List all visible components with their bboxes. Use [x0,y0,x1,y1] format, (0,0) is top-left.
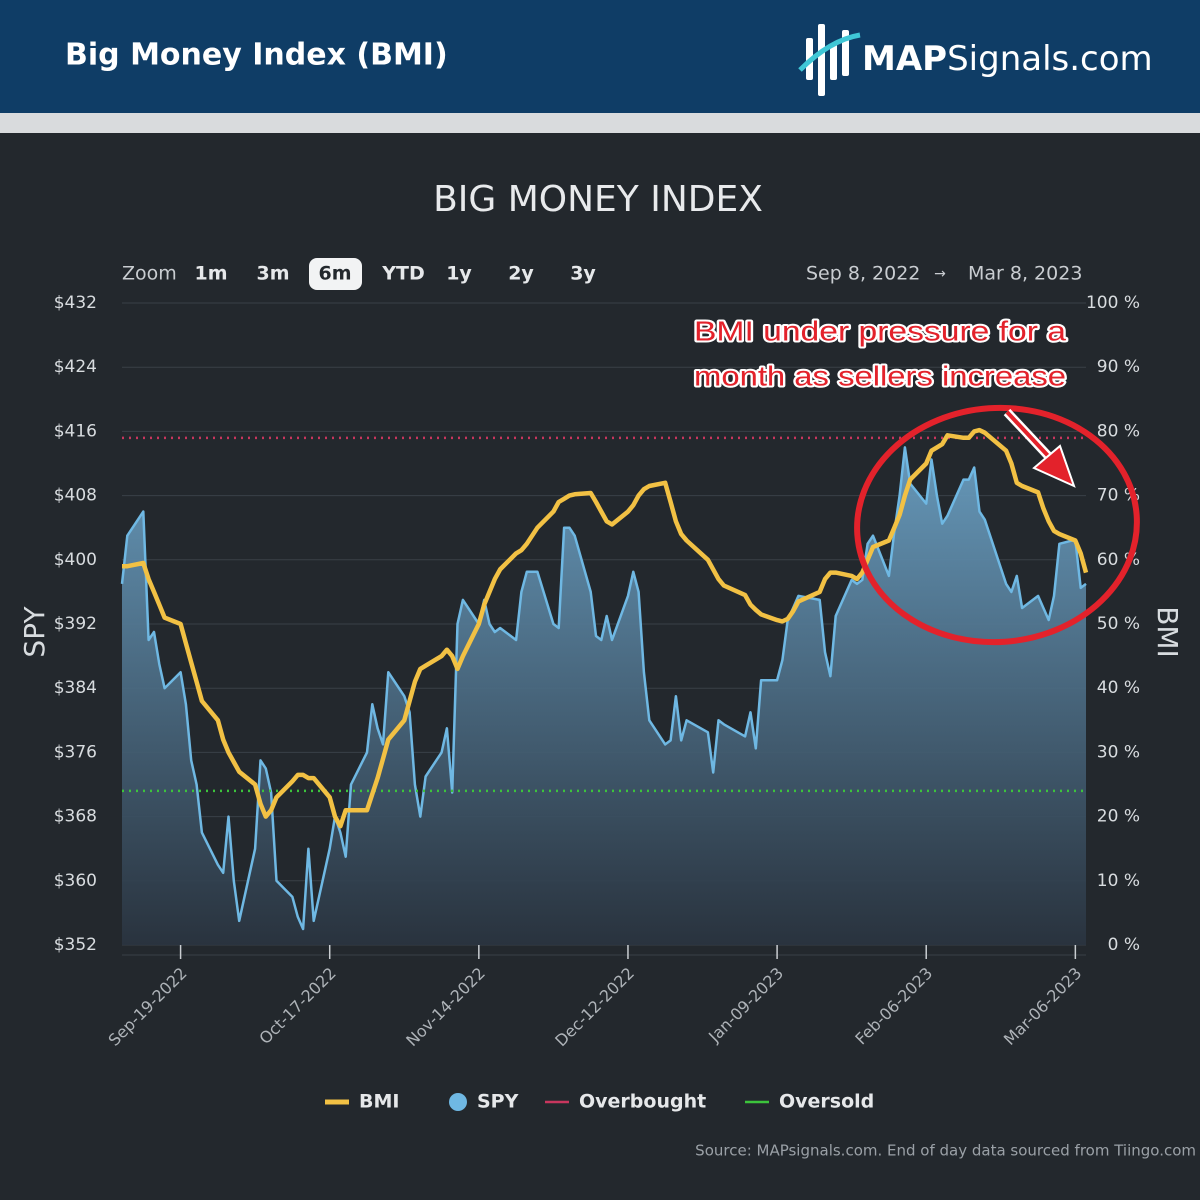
legend-swatch [449,1093,467,1111]
zoom-label: Zoom [122,263,177,285]
logo-text: MAPSignals.com [862,39,1153,79]
y-tick-label: $360 [54,871,97,891]
y-tick-label: $432 [54,293,97,313]
y-tick-label: $368 [54,807,97,827]
header-title: Big Money Index (BMI) [65,38,448,73]
logo-icon [798,24,861,96]
zoom-button[interactable]: 6m [318,263,351,285]
annotation-text: BMI under pressure for a [694,315,1067,346]
range-from: Sep 8, 2022 [806,263,920,285]
y-tick-label: $384 [54,678,97,698]
legend-label: Oversold [779,1091,874,1113]
y2-tick-label: 100 % [1086,293,1140,313]
legend-label: SPY [477,1091,519,1113]
y2-tick-label: 30 % [1097,742,1140,762]
chart-title: BIG MONEY INDEX [433,179,763,220]
line [122,427,1089,829]
y2-axis-label: BMI [1151,606,1184,658]
y-tick-label: $376 [54,742,97,762]
source: Source: MAPsignals.com. End of day data … [695,1142,1196,1160]
zoom-button[interactable]: YTD [381,263,425,285]
annotation-arrow [1005,410,1054,462]
zoom-button[interactable]: 1y [446,263,472,285]
y-axis-label: SPY [18,606,51,658]
annotation-arrowhead [1032,444,1076,488]
line [120,446,1087,931]
y2-tick-label: 80 % [1097,421,1140,441]
header-bar [0,0,1200,113]
logo-bold: MAP [862,39,947,79]
header-divider [0,113,1200,133]
y-tick-label: $416 [54,421,97,441]
y-tick-label: $392 [54,614,97,634]
zoom-button[interactable]: 2y [508,263,534,285]
y2-tick-label: 50 % [1097,614,1140,634]
y-tick-label: $352 [54,935,97,955]
zoom-selected-bg [309,258,362,290]
logo-rest: Signals.com [947,39,1153,79]
zoom-button[interactable]: 1m [194,263,227,285]
zoom-button[interactable]: 3m [256,263,289,285]
y2-tick-label: 0 % [1108,935,1140,955]
annotation-text: month as sellers increase [694,360,1066,391]
zoom-button[interactable]: 3y [570,263,596,285]
legend-label: BMI [359,1091,399,1113]
y-tick-label: $408 [54,486,97,506]
y2-tick-label: 20 % [1097,807,1140,827]
y-tick-label: $400 [54,550,97,570]
y2-tick-label: 90 % [1097,357,1140,377]
y2-tick-label: 10 % [1097,871,1140,891]
y2-tick-label: 40 % [1097,678,1140,698]
range-arrow: → [934,266,946,282]
annotation-circle [854,404,1140,646]
legend-label: Overbought [579,1091,706,1113]
y-tick-label: $424 [54,357,97,377]
area [122,447,1086,945]
range-to: Mar 8, 2023 [968,263,1082,285]
